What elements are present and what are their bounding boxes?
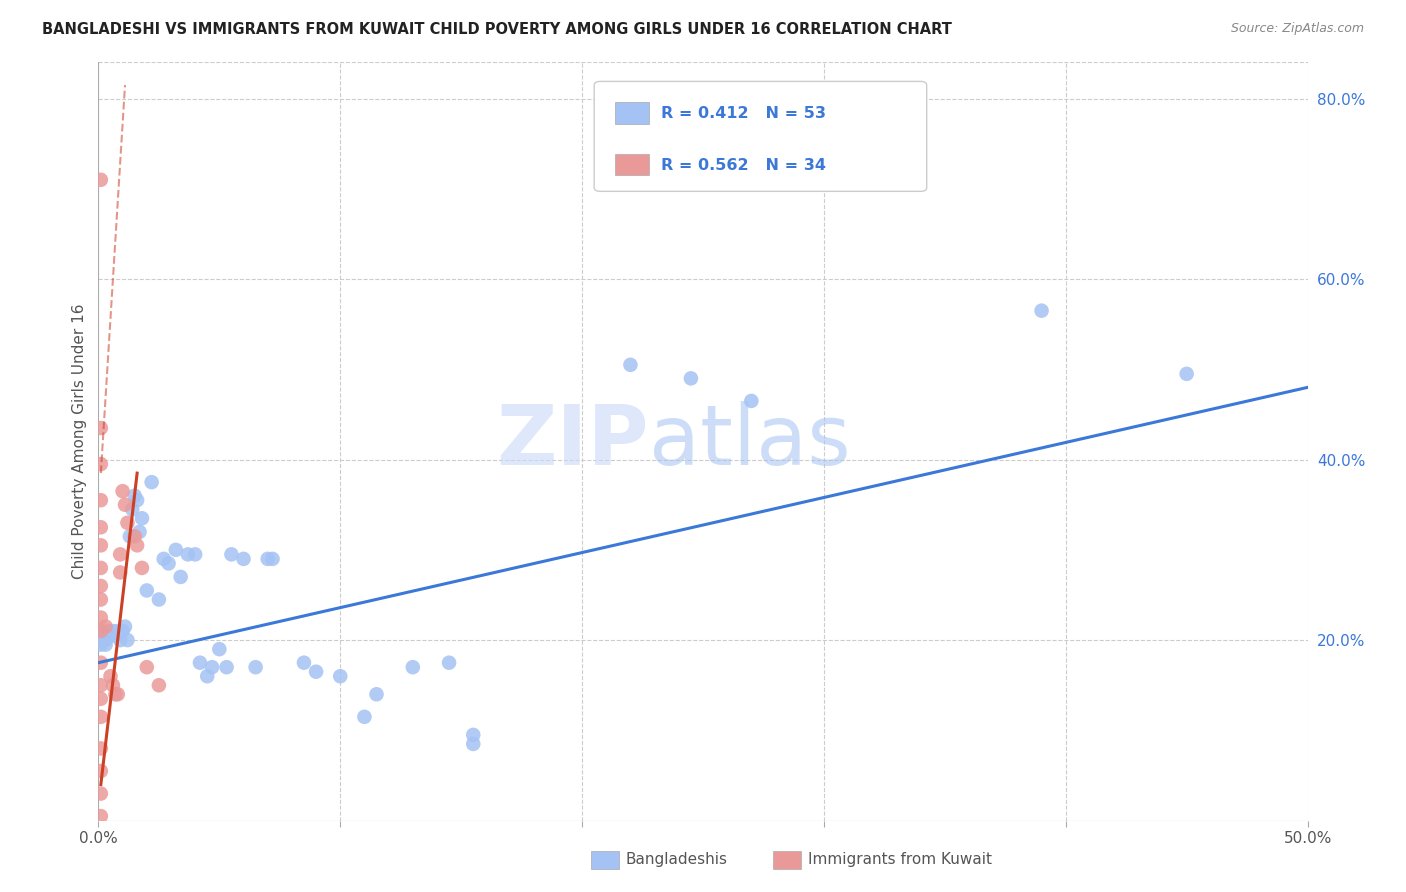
Point xyxy=(305,665,328,679)
Point xyxy=(127,493,149,508)
Point xyxy=(201,660,224,674)
Point xyxy=(463,737,485,751)
Point xyxy=(118,529,141,543)
Point xyxy=(90,787,112,801)
Point xyxy=(208,642,231,657)
Point xyxy=(124,489,146,503)
Text: Bangladeshis: Bangladeshis xyxy=(626,853,728,867)
Point xyxy=(90,764,112,778)
Point xyxy=(104,629,127,643)
Point xyxy=(463,728,485,742)
Point xyxy=(292,656,315,670)
Point xyxy=(90,656,112,670)
FancyBboxPatch shape xyxy=(595,81,927,191)
Point xyxy=(104,687,127,701)
Point xyxy=(619,358,641,372)
Point xyxy=(90,610,112,624)
Point xyxy=(117,516,139,530)
Point xyxy=(90,678,112,692)
Point xyxy=(91,633,114,648)
Point xyxy=(127,538,149,552)
Point xyxy=(121,502,143,516)
Point xyxy=(177,547,200,561)
Point xyxy=(135,660,157,674)
Text: ZIP: ZIP xyxy=(496,401,648,482)
Point xyxy=(90,173,112,187)
Point xyxy=(195,669,218,683)
Point xyxy=(94,619,117,633)
Point xyxy=(165,542,187,557)
Point xyxy=(329,669,352,683)
Point xyxy=(128,524,150,539)
Point xyxy=(402,660,425,674)
Point xyxy=(107,687,129,701)
Point xyxy=(90,638,112,652)
Point xyxy=(101,678,124,692)
Point xyxy=(131,511,153,525)
Point xyxy=(90,457,112,471)
Point xyxy=(169,570,191,584)
Point xyxy=(152,552,174,566)
Point xyxy=(90,592,112,607)
Point xyxy=(90,691,112,706)
FancyBboxPatch shape xyxy=(614,153,648,175)
Point xyxy=(90,741,112,756)
Point xyxy=(148,678,170,692)
Point xyxy=(111,624,134,639)
Point xyxy=(353,710,375,724)
Point xyxy=(245,660,267,674)
Point xyxy=(1031,303,1053,318)
Point xyxy=(108,633,131,648)
Point xyxy=(94,633,117,648)
Point xyxy=(141,475,163,490)
Point xyxy=(100,669,122,683)
Point xyxy=(437,656,460,670)
Point xyxy=(679,371,702,385)
Point xyxy=(188,656,211,670)
Point xyxy=(90,809,112,823)
Point xyxy=(94,638,117,652)
Point xyxy=(131,561,153,575)
Y-axis label: Child Poverty Among Girls Under 16: Child Poverty Among Girls Under 16 xyxy=(72,304,87,579)
Point xyxy=(107,624,129,639)
Point xyxy=(100,629,122,643)
Point xyxy=(148,592,170,607)
Point xyxy=(135,583,157,598)
Point xyxy=(108,547,131,561)
Text: BANGLADESHI VS IMMIGRANTS FROM KUWAIT CHILD POVERTY AMONG GIRLS UNDER 16 CORRELA: BANGLADESHI VS IMMIGRANTS FROM KUWAIT CH… xyxy=(42,22,952,37)
Text: R = 0.562   N = 34: R = 0.562 N = 34 xyxy=(661,158,825,172)
Point xyxy=(221,547,243,561)
Text: atlas: atlas xyxy=(648,401,851,482)
Point xyxy=(256,552,278,566)
Point xyxy=(90,710,112,724)
Point xyxy=(114,619,136,633)
Text: R = 0.412   N = 53: R = 0.412 N = 53 xyxy=(661,106,825,121)
Point xyxy=(215,660,238,674)
Text: Source: ZipAtlas.com: Source: ZipAtlas.com xyxy=(1230,22,1364,36)
Point xyxy=(114,498,136,512)
Point xyxy=(90,624,112,639)
Point xyxy=(90,520,112,534)
Text: Immigrants from Kuwait: Immigrants from Kuwait xyxy=(808,853,993,867)
Point xyxy=(90,493,112,508)
Point xyxy=(90,538,112,552)
Point xyxy=(90,579,112,593)
Point xyxy=(97,624,120,639)
Point xyxy=(157,557,180,571)
Point xyxy=(90,629,112,643)
Point xyxy=(90,561,112,575)
Point xyxy=(111,484,134,499)
Point xyxy=(101,624,124,639)
Point xyxy=(90,421,112,435)
Point xyxy=(117,633,139,648)
Point xyxy=(184,547,207,561)
Point xyxy=(740,393,762,408)
Point xyxy=(366,687,388,701)
Point xyxy=(124,529,146,543)
Point xyxy=(1175,367,1198,381)
Point xyxy=(232,552,254,566)
Point xyxy=(108,566,131,580)
Point xyxy=(262,552,284,566)
FancyBboxPatch shape xyxy=(614,103,648,124)
